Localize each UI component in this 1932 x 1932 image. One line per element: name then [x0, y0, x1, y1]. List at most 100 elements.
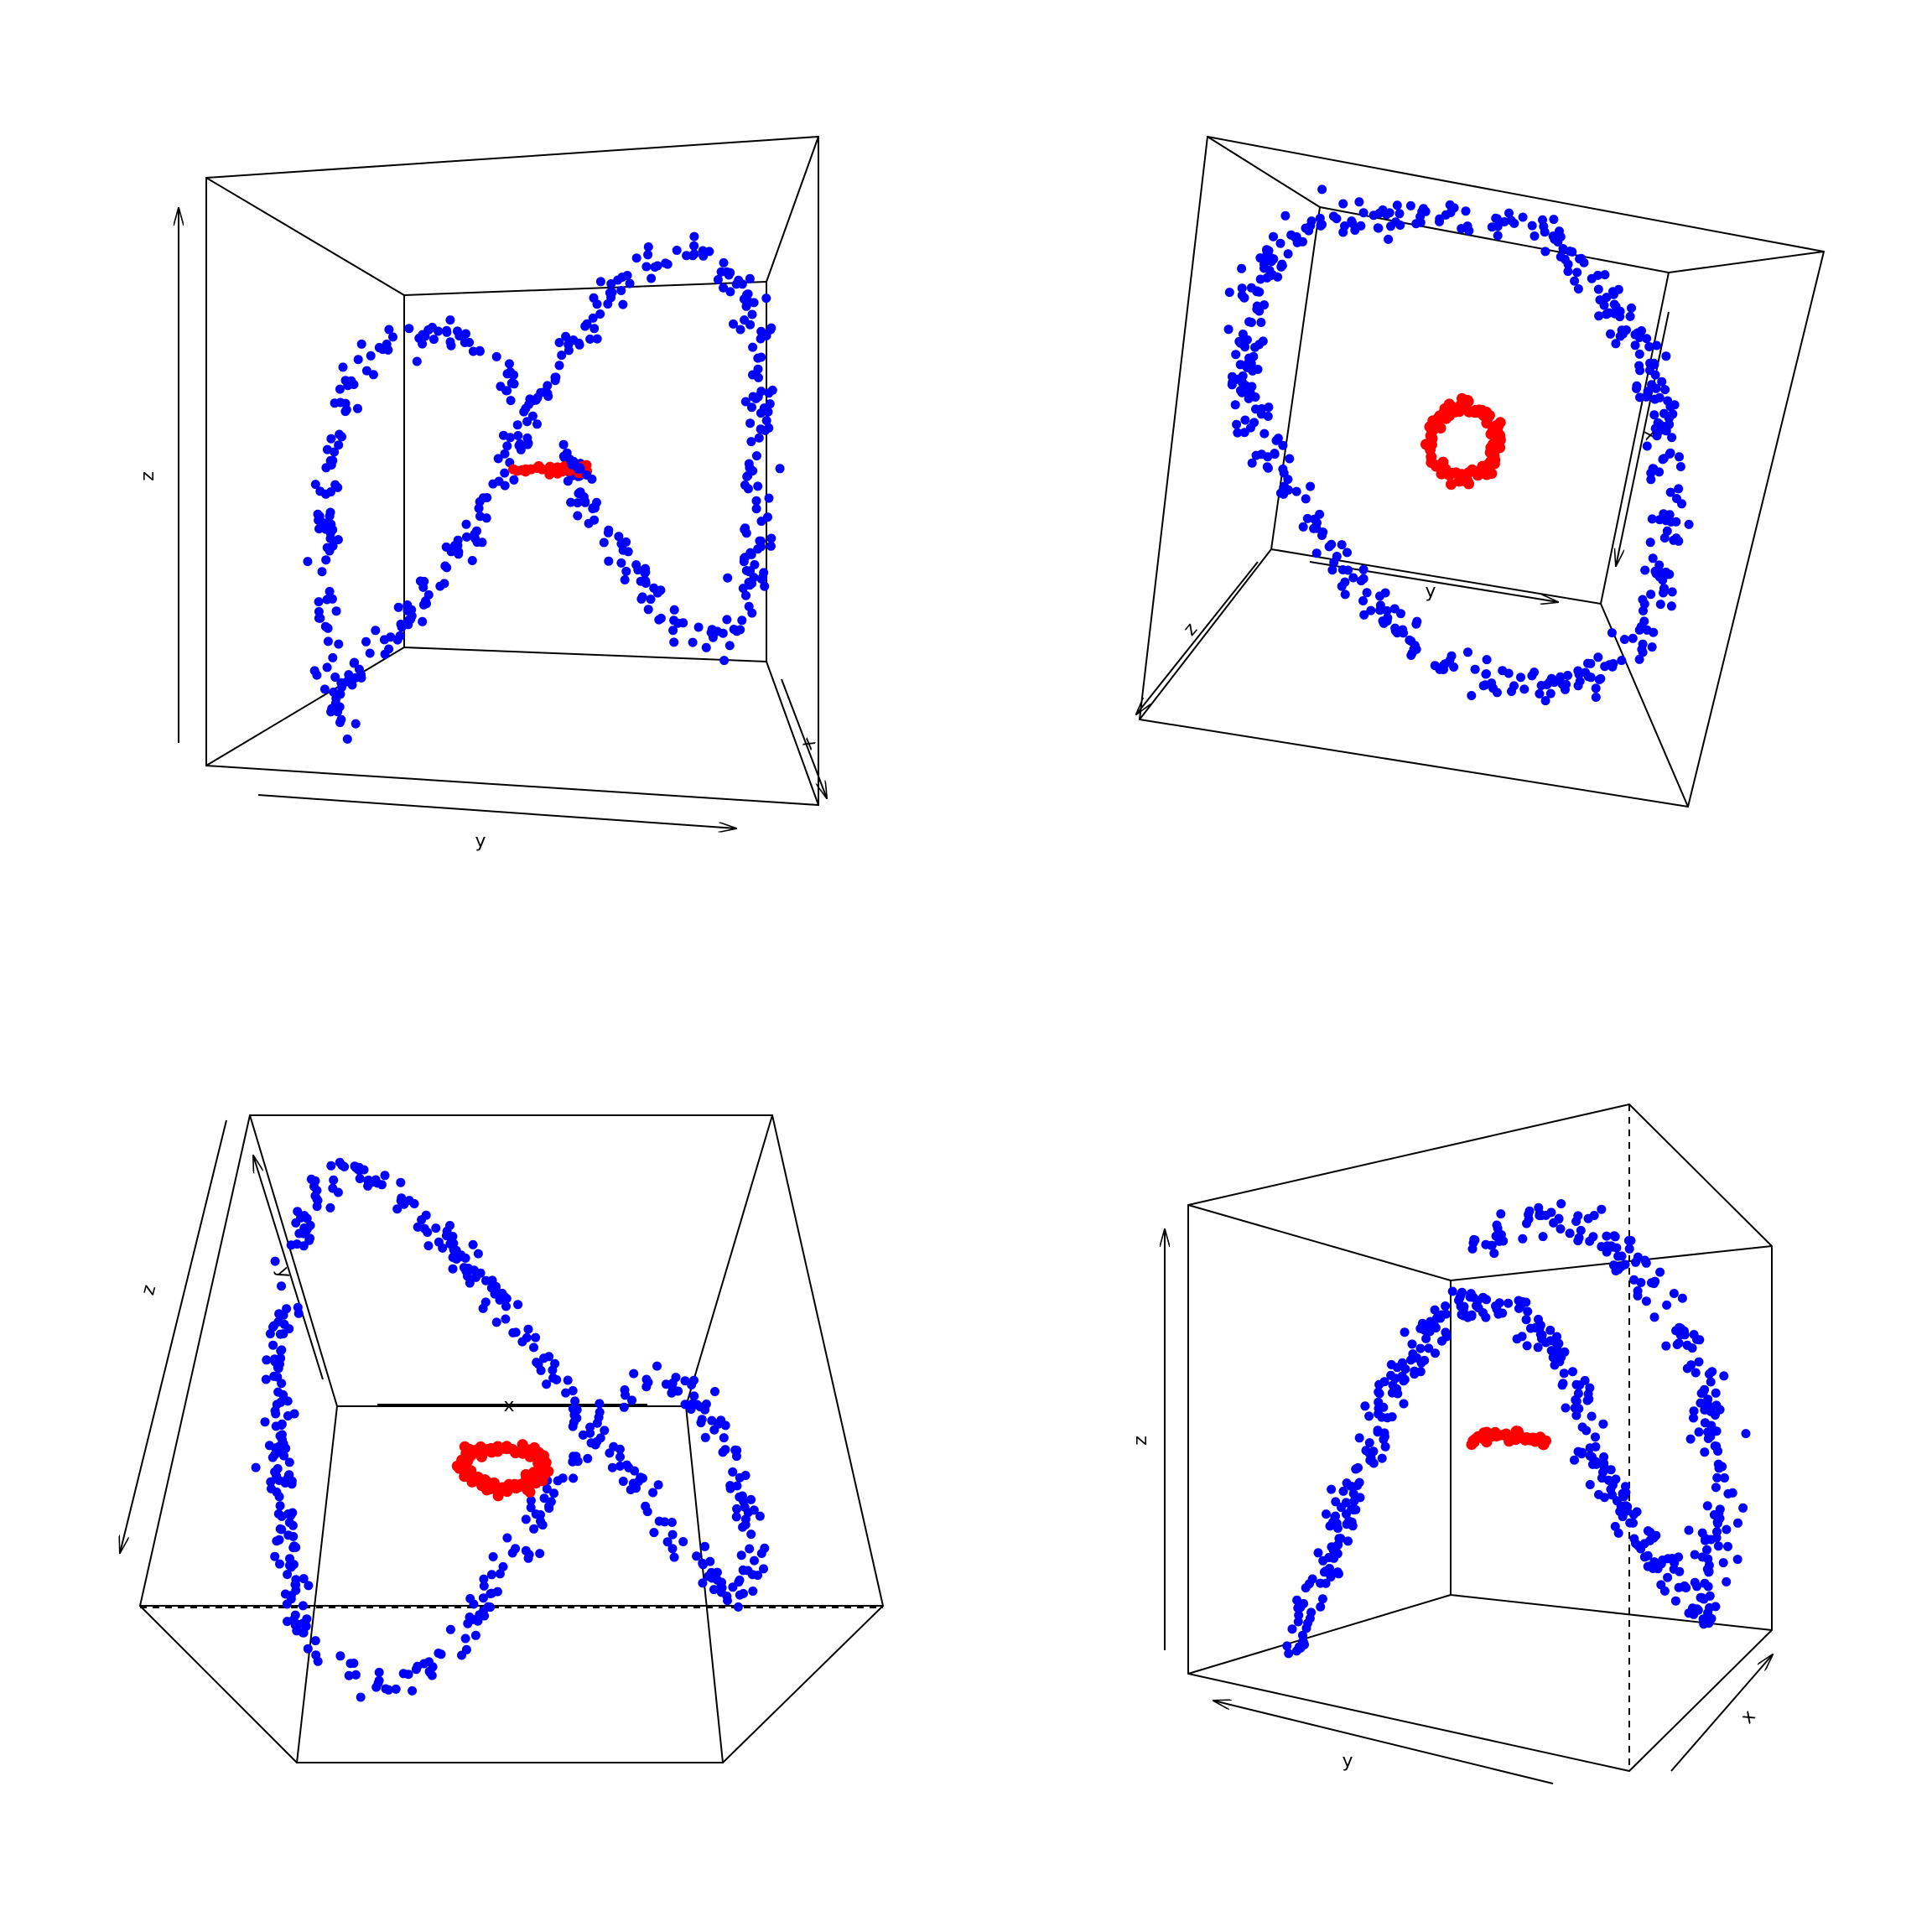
outer-point: [312, 670, 322, 680]
outer-point: [1646, 475, 1656, 485]
outer-point: [1651, 383, 1661, 393]
outer-point: [342, 734, 352, 744]
outer-point: [1568, 1367, 1577, 1377]
outer-point: [542, 1379, 552, 1389]
outer-point: [1340, 589, 1350, 600]
outer-point: [1615, 331, 1625, 341]
outer-point: [672, 246, 682, 255]
outer-point: [262, 1355, 272, 1365]
outer-point: [1481, 680, 1490, 690]
outer-point: [756, 352, 766, 362]
outer-point: [1629, 1275, 1639, 1285]
outer-point: [1338, 1486, 1348, 1496]
outer-point: [1460, 1309, 1469, 1319]
outer-point: [1627, 303, 1636, 313]
outer-point: [473, 1249, 483, 1259]
outer-point: [325, 586, 335, 596]
outer-point: [1712, 1517, 1722, 1527]
outer-point: [418, 616, 428, 626]
outer-point: [512, 420, 522, 430]
outer-point: [1522, 1218, 1531, 1228]
outer-point: [380, 1171, 390, 1181]
outer-point: [1652, 340, 1661, 351]
panel-2-inner-points: [1420, 392, 1506, 491]
outer-point: [667, 1388, 677, 1398]
outer-point: [1231, 350, 1241, 360]
inner-point: [1531, 1433, 1542, 1445]
outer-point: [1700, 1578, 1710, 1588]
outer-point: [1645, 1535, 1655, 1545]
outer-point: [1530, 231, 1540, 241]
outer-point: [1684, 1608, 1694, 1618]
outer-point: [1555, 252, 1566, 262]
outer-point: [1311, 548, 1322, 558]
outer-point: [723, 573, 733, 583]
outer-point: [558, 451, 569, 461]
outer-point: [1400, 1374, 1410, 1384]
outer-point: [330, 447, 340, 457]
outer-point: [636, 594, 647, 604]
outer-point: [573, 511, 583, 521]
outer-point: [1359, 610, 1369, 620]
outer-point: [284, 1457, 294, 1467]
outer-point: [561, 1388, 571, 1398]
outer-point: [283, 1509, 293, 1519]
outer-point: [311, 1650, 321, 1660]
outer-point: [1336, 1534, 1346, 1544]
outer-point: [616, 286, 626, 295]
outer-point: [722, 615, 732, 625]
outer-point: [1556, 1199, 1566, 1208]
outer-point: [1421, 1333, 1431, 1343]
outer-point: [265, 1329, 275, 1339]
outer-point: [740, 1519, 750, 1530]
outer-point: [748, 342, 758, 352]
outer-point: [282, 1304, 292, 1314]
outer-point: [1362, 588, 1372, 598]
outer-point: [1702, 1398, 1712, 1408]
outer-point: [615, 1452, 625, 1462]
outer-point: [1684, 1525, 1694, 1535]
outer-point: [627, 1395, 636, 1405]
inner-point: [1492, 426, 1504, 438]
outer-point: [568, 1386, 578, 1395]
outer-point: [371, 1175, 381, 1185]
outer-point: [1714, 1463, 1724, 1473]
outer-point: [1305, 1613, 1315, 1623]
outer-point: [584, 518, 594, 528]
outer-point: [438, 1243, 448, 1253]
outer-point: [514, 441, 524, 450]
outer-point: [1657, 377, 1667, 387]
outer-point: [407, 605, 417, 615]
outer-point: [1279, 468, 1289, 478]
outer-point: [326, 434, 336, 444]
outer-point: [755, 1511, 765, 1521]
outer-point: [736, 1550, 746, 1561]
outer-point: [509, 379, 519, 389]
outer-point: [498, 1561, 508, 1571]
outer-point: [1591, 1441, 1601, 1452]
outer-point: [622, 1460, 631, 1470]
outer-point: [544, 1501, 554, 1511]
outer-point: [1637, 326, 1646, 335]
outer-point: [492, 1587, 502, 1597]
outer-point: [445, 337, 455, 347]
outer-point: [317, 567, 327, 577]
outer-point: [1420, 1325, 1430, 1335]
outer-point: [500, 449, 510, 459]
panel-4-y-label: y: [1342, 1751, 1353, 1772]
outer-point: [725, 287, 735, 297]
outer-point: [491, 351, 501, 361]
outer-point: [1384, 208, 1394, 218]
outer-point: [299, 1211, 309, 1221]
outer-point: [764, 388, 774, 398]
outer-point: [1663, 569, 1673, 579]
outer-point: [1646, 468, 1656, 478]
outer-point: [1298, 522, 1308, 532]
outer-point: [745, 1544, 755, 1554]
outer-point: [1240, 342, 1250, 352]
panel-4-box: [1187, 1103, 1773, 1773]
outer-point: [1635, 392, 1644, 402]
outer-point: [1647, 514, 1657, 524]
outer-point: [592, 334, 602, 344]
outer-point: [569, 456, 579, 466]
